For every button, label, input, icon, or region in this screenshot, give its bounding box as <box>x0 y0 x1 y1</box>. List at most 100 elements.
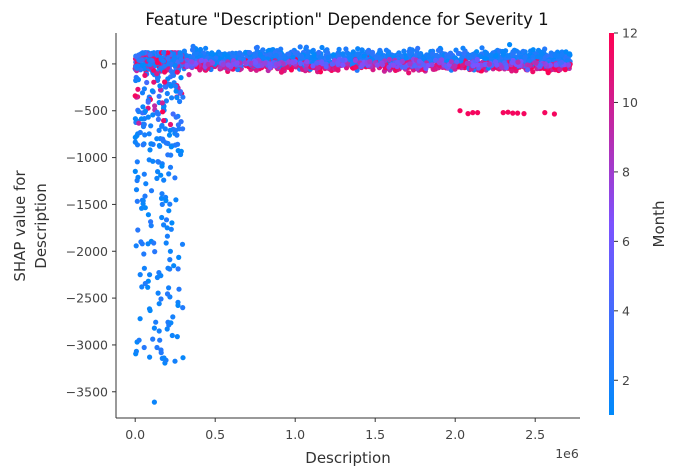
scatter-point <box>148 219 154 225</box>
scatter-point <box>280 61 286 67</box>
scatter-point <box>166 285 172 291</box>
scatter-point <box>181 48 187 54</box>
scatter-point <box>150 336 156 342</box>
scatter-point <box>500 110 506 116</box>
scatter-point <box>225 62 231 68</box>
scatter-point <box>162 69 168 75</box>
scatter-point <box>142 205 148 211</box>
scatter-point <box>482 61 488 67</box>
scatter-point <box>455 50 461 57</box>
colorbar-tick-label: 4 <box>622 303 630 318</box>
scatter-point <box>262 60 268 66</box>
scatter-point <box>158 172 164 178</box>
scatter-point <box>174 132 180 138</box>
scatter-point <box>148 223 154 229</box>
scatter-point <box>178 119 184 125</box>
scatter-point <box>257 51 263 58</box>
scatter-point <box>267 61 273 67</box>
scatter-point <box>157 83 163 89</box>
scatter-point <box>325 54 331 60</box>
scatter-point <box>303 44 309 50</box>
scatter-point <box>475 62 481 68</box>
scatter-point <box>522 54 528 60</box>
scatter-point <box>169 220 175 226</box>
scatter-point <box>236 50 242 56</box>
scatter-point <box>167 127 173 133</box>
scatter-point <box>205 61 211 67</box>
scatter-point <box>340 51 346 57</box>
scatter-point <box>172 175 178 181</box>
scatter-point <box>136 120 142 126</box>
y-tick-label: −3500 <box>66 384 108 399</box>
scatter-point <box>176 254 182 260</box>
colorbar-tick-label: 12 <box>622 26 638 41</box>
scatter-point <box>354 51 360 57</box>
scatter-point <box>474 56 480 63</box>
scatter-point <box>148 123 154 129</box>
scatter-point <box>158 273 164 279</box>
scatter-point <box>147 354 153 360</box>
scatter-point <box>520 48 526 54</box>
scatter-point <box>559 59 565 65</box>
scatter-point <box>488 52 494 58</box>
scatter-point <box>299 53 305 60</box>
scatter-point <box>383 47 389 53</box>
scatter-point <box>156 328 162 334</box>
scatter-point <box>166 171 172 177</box>
scatter-point <box>141 171 147 177</box>
scatter-point <box>157 337 163 343</box>
scatter-point <box>304 59 310 65</box>
scatter-point <box>359 62 365 68</box>
scatter-point <box>171 263 177 269</box>
scatter-point <box>132 116 138 122</box>
scatter-point <box>166 132 173 138</box>
scatter-point <box>562 67 568 73</box>
scatter-point <box>260 47 266 53</box>
scatter-point <box>452 63 458 69</box>
scatter-point <box>565 62 571 68</box>
scatter-point <box>174 334 180 340</box>
y-axis-label-line-2: Description <box>32 183 50 268</box>
scatter-point <box>146 306 153 312</box>
scatter-point <box>359 47 365 53</box>
scatter-point <box>176 286 182 292</box>
scatter-point <box>161 177 167 183</box>
scatter-point <box>277 55 283 61</box>
scatter-point <box>457 108 463 114</box>
scatter-point <box>161 355 167 361</box>
scatter-point <box>167 201 173 207</box>
y-tick-label: 0 <box>100 56 108 71</box>
scatter-point <box>315 65 321 71</box>
scatter-point <box>132 93 138 99</box>
scatter-point <box>559 52 565 58</box>
scatter-point <box>460 62 466 68</box>
scatter-point <box>503 65 509 71</box>
scatter-point <box>172 62 178 69</box>
scatter-point <box>164 90 170 97</box>
scatter-point <box>319 59 325 65</box>
scatter-point <box>178 151 184 158</box>
x-axis-ticks: 0.0 0.5 1.0 1.5 2.0 2.5 <box>125 418 545 442</box>
y-tick-label: −3000 <box>66 337 108 352</box>
scatter-point <box>234 60 240 66</box>
scatter-point <box>173 83 179 89</box>
scatter-point <box>142 108 148 114</box>
scatter-point <box>551 111 558 117</box>
scatter-point <box>151 240 157 246</box>
scatter-point <box>286 59 292 65</box>
scatter-point <box>329 61 335 67</box>
scatter-point <box>135 227 141 233</box>
scatter-point <box>167 164 174 170</box>
scatter-point <box>505 53 511 59</box>
scatter-point <box>168 320 174 326</box>
scatter-point <box>253 59 259 65</box>
scatter-point <box>416 52 423 58</box>
scatter-point <box>171 56 177 63</box>
scatter-point <box>135 174 141 180</box>
scatter-point <box>160 109 166 115</box>
colorbar-tick-label: 10 <box>622 95 638 110</box>
scatter-point <box>494 62 500 68</box>
scatter-point <box>133 243 139 249</box>
scatter-point <box>198 57 205 64</box>
scatter-point <box>343 46 349 52</box>
